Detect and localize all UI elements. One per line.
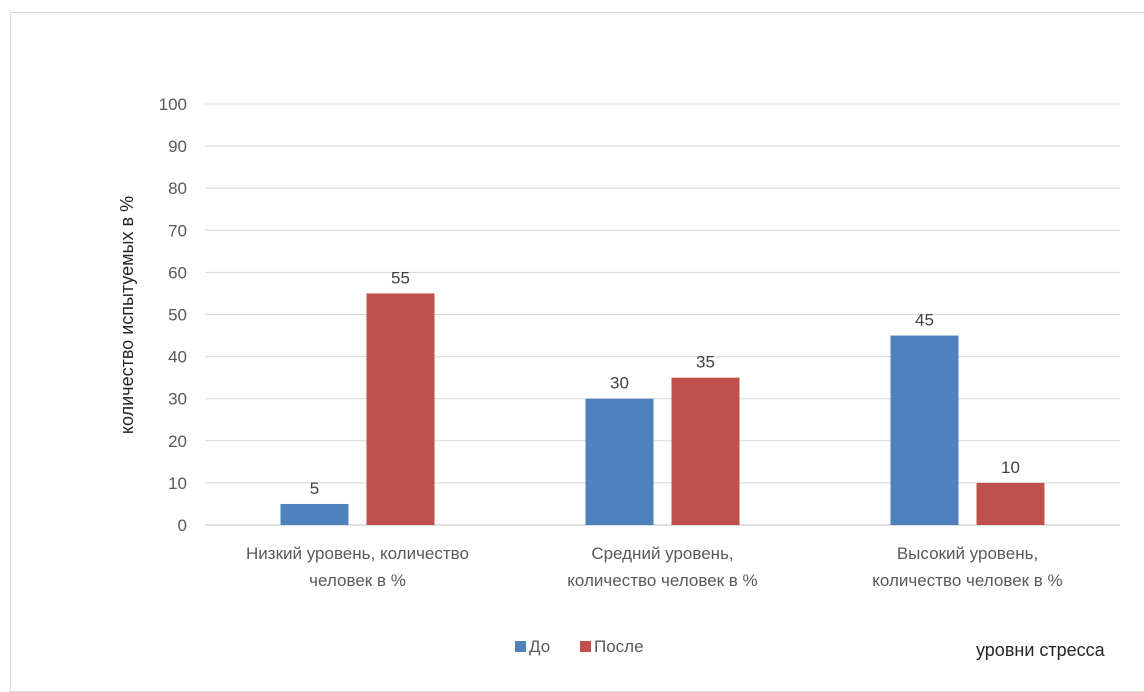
x-axis-categories: Низкий уровень, количество человек в % Сре… (246, 544, 1063, 590)
data-label: 35 (696, 353, 715, 372)
bars (280, 293, 1045, 525)
y-tick-label: 100 (159, 95, 187, 114)
legend-label: После (594, 637, 644, 656)
category-label: количество человек в % (567, 571, 757, 590)
data-label: 5 (310, 479, 319, 498)
legend: До После (515, 637, 644, 656)
category-label: человек в % (309, 571, 406, 590)
y-tick-label: 40 (168, 348, 187, 367)
legend-swatch (580, 641, 591, 652)
y-tick-label: 70 (168, 221, 187, 240)
category-label: Высокий уровень, (897, 544, 1038, 563)
y-tick-label: 80 (168, 179, 187, 198)
y-tick-label: 50 (168, 306, 187, 325)
data-label: 55 (391, 268, 410, 287)
y-tick-label: 30 (168, 390, 187, 409)
bar-posle (671, 377, 740, 525)
y-tick-label: 20 (168, 432, 187, 451)
y-tick-label: 90 (168, 137, 187, 156)
bar-do (585, 398, 654, 525)
y-tick-label: 60 (168, 263, 187, 282)
bar-do (280, 503, 349, 525)
y-axis-title: количество испытуемых в % (117, 196, 137, 434)
bar-posle (366, 293, 435, 525)
y-tick-label: 0 (178, 516, 187, 535)
data-label: 10 (1001, 458, 1020, 477)
gridlines (205, 103, 1120, 526)
data-label: 30 (610, 374, 629, 393)
x-axis-title: уровни стресса (976, 640, 1106, 660)
bar-do (890, 335, 959, 525)
category-label: Низкий уровень, количество (246, 544, 469, 563)
legend-label: До (529, 637, 550, 656)
y-tick-label: 10 (168, 474, 187, 493)
bar-posle (976, 482, 1045, 525)
category-label: количество человек в % (872, 571, 1062, 590)
legend-swatch (515, 641, 526, 652)
category-label: Средний уровень, (591, 544, 733, 563)
data-label: 45 (915, 311, 934, 330)
y-axis-ticks: 0 10 20 30 40 50 60 70 80 90 100 (159, 95, 187, 535)
